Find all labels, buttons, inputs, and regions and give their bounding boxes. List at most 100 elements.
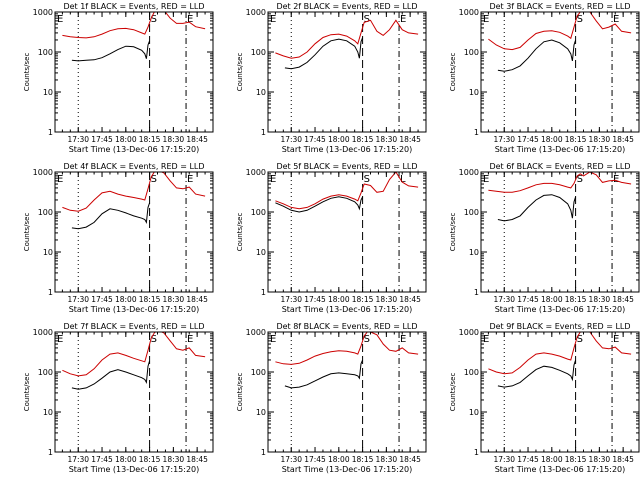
x-tick-label: 17:30 [67, 295, 89, 304]
panel-title: Det 5f BLACK = Events, RED = LLD [276, 162, 417, 171]
x-tick-label: 17:45 [91, 135, 113, 144]
x-tick-label: 17:30 [280, 455, 302, 464]
x-axis-label: Start Time (13-Dec-06 17:15:20) [282, 465, 413, 474]
data-series-line [497, 194, 577, 222]
event-marker-label: S [151, 14, 157, 25]
x-tick-label: 18:00 [115, 135, 137, 144]
y-tick-label: 1 [261, 448, 266, 457]
x-tick-label: 18:15 [352, 455, 374, 464]
y-tick-label: 1000 [459, 8, 479, 17]
event-marker-label: S [577, 334, 583, 345]
x-tick-label: 18:15 [565, 295, 587, 304]
x-tick-label: 17:45 [91, 295, 113, 304]
y-tick-label: 10 [43, 408, 53, 417]
x-tick-label: 18:15 [565, 455, 587, 464]
y-tick-label: 100 [38, 368, 53, 377]
x-tick-label: 18:15 [352, 295, 374, 304]
panel-title: Det 6f BLACK = Events, RED = LLD [489, 162, 630, 171]
y-axis-label: Counts/sec [236, 213, 244, 252]
x-tick-label: 17:45 [517, 295, 539, 304]
x-tick-label: 18:00 [328, 135, 350, 144]
panel-title: Det 9f BLACK = Events, RED = LLD [489, 322, 630, 331]
y-tick-label: 1 [48, 128, 53, 137]
x-tick-label: 18:15 [139, 295, 161, 304]
y-tick-label: 10 [256, 248, 266, 257]
event-marker-label: E [57, 174, 63, 185]
y-tick-label: 10 [43, 248, 53, 257]
event-marker-label: S [577, 14, 583, 25]
data-series-line [71, 202, 151, 230]
x-axis-label: Start Time (13-Dec-06 17:15:20) [495, 145, 626, 154]
event-marker-label: E [400, 14, 406, 25]
y-axis-label: Counts/sec [449, 373, 457, 412]
y-tick-label: 10 [256, 408, 266, 417]
data-series-line [62, 12, 206, 39]
panel-title: Det 4f BLACK = Events, RED = LLD [63, 162, 204, 171]
y-tick-label: 100 [251, 48, 266, 57]
event-marker-label: E [613, 14, 619, 25]
y-tick-label: 1000 [246, 8, 266, 17]
y-tick-label: 10 [469, 248, 479, 257]
x-tick-label: 18:15 [139, 455, 161, 464]
x-tick-label: 17:45 [304, 455, 326, 464]
panel-title: Det 2f BLACK = Events, RED = LLD [276, 2, 417, 11]
data-series-line [497, 359, 577, 388]
event-marker-label: E [187, 334, 193, 345]
event-marker-label: E [270, 334, 276, 345]
x-tick-label: 18:45 [399, 295, 421, 304]
x-tick-label: 18:45 [399, 135, 421, 144]
x-axis-label: Start Time (13-Dec-06 17:15:20) [495, 305, 626, 314]
y-tick-label: 1000 [459, 328, 479, 337]
data-series-line [71, 360, 151, 390]
event-marker-label: S [151, 174, 157, 185]
y-tick-label: 1 [474, 128, 479, 137]
x-tick-label: 17:30 [67, 135, 89, 144]
panel-title: Det 1f BLACK = Events, RED = LLD [63, 2, 204, 11]
x-tick-label: 17:30 [280, 295, 302, 304]
x-tick-label: 17:30 [493, 135, 515, 144]
x-tick-label: 18:45 [186, 455, 208, 464]
data-series-line [275, 19, 419, 59]
y-tick-label: 1000 [246, 328, 266, 337]
y-tick-label: 1 [48, 288, 53, 297]
x-tick-label: 18:15 [565, 135, 587, 144]
y-tick-label: 1 [474, 448, 479, 457]
data-series-line [71, 40, 151, 62]
x-tick-label: 18:30 [589, 455, 611, 464]
x-tick-label: 18:30 [163, 295, 185, 304]
x-axis-label: Start Time (13-Dec-06 17:15:20) [69, 305, 200, 314]
x-axis-label: Start Time (13-Dec-06 17:15:20) [282, 145, 413, 154]
event-marker-label: E [270, 174, 276, 185]
y-axis-label: Counts/sec [449, 213, 457, 252]
event-marker-label: E [613, 174, 619, 185]
event-marker-label: E [57, 334, 63, 345]
x-tick-label: 18:00 [541, 135, 563, 144]
x-tick-label: 18:15 [352, 135, 374, 144]
x-tick-label: 18:00 [541, 295, 563, 304]
panel-title: Det 8f BLACK = Events, RED = LLD [276, 322, 417, 331]
x-tick-label: 18:45 [399, 455, 421, 464]
x-tick-label: 18:00 [115, 295, 137, 304]
y-axis-label: Counts/sec [23, 373, 31, 412]
event-marker-label: S [364, 174, 370, 185]
x-tick-label: 18:45 [612, 135, 634, 144]
event-marker-label: S [151, 334, 157, 345]
x-tick-label: 17:30 [493, 295, 515, 304]
event-marker-label: E [483, 334, 489, 345]
x-tick-label: 17:30 [493, 455, 515, 464]
event-marker-label: E [187, 14, 193, 25]
y-axis-label: Counts/sec [23, 213, 31, 252]
event-marker-label: E [483, 14, 489, 25]
data-series-line [497, 39, 577, 72]
event-marker-label: L [400, 174, 406, 185]
x-tick-label: 18:45 [186, 295, 208, 304]
